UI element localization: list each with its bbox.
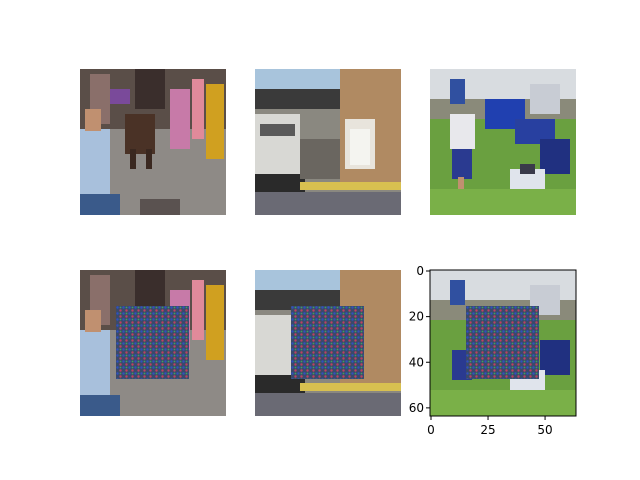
x-ticks: 0 25 50 — [427, 416, 553, 437]
y-tick-label: 60 — [409, 401, 424, 415]
y-ticks: 0 20 40 60 — [409, 264, 430, 415]
image-football-patched — [430, 270, 576, 416]
image-football — [430, 69, 576, 215]
image-street-truck — [255, 69, 401, 215]
x-tick-label: 25 — [480, 423, 495, 437]
image-street-bull — [80, 69, 226, 215]
y-tick-label: 40 — [409, 355, 424, 369]
y-tick-label: 0 — [416, 264, 424, 278]
adversarial-patch — [116, 306, 189, 379]
adversarial-patch — [291, 306, 364, 379]
y-tick-label: 20 — [409, 310, 424, 324]
x-tick-label: 0 — [427, 423, 435, 437]
image-street-bull-patched — [80, 270, 226, 416]
adversarial-patch — [466, 306, 539, 379]
x-tick-label: 50 — [537, 423, 552, 437]
image-street-truck-patched — [255, 270, 401, 416]
